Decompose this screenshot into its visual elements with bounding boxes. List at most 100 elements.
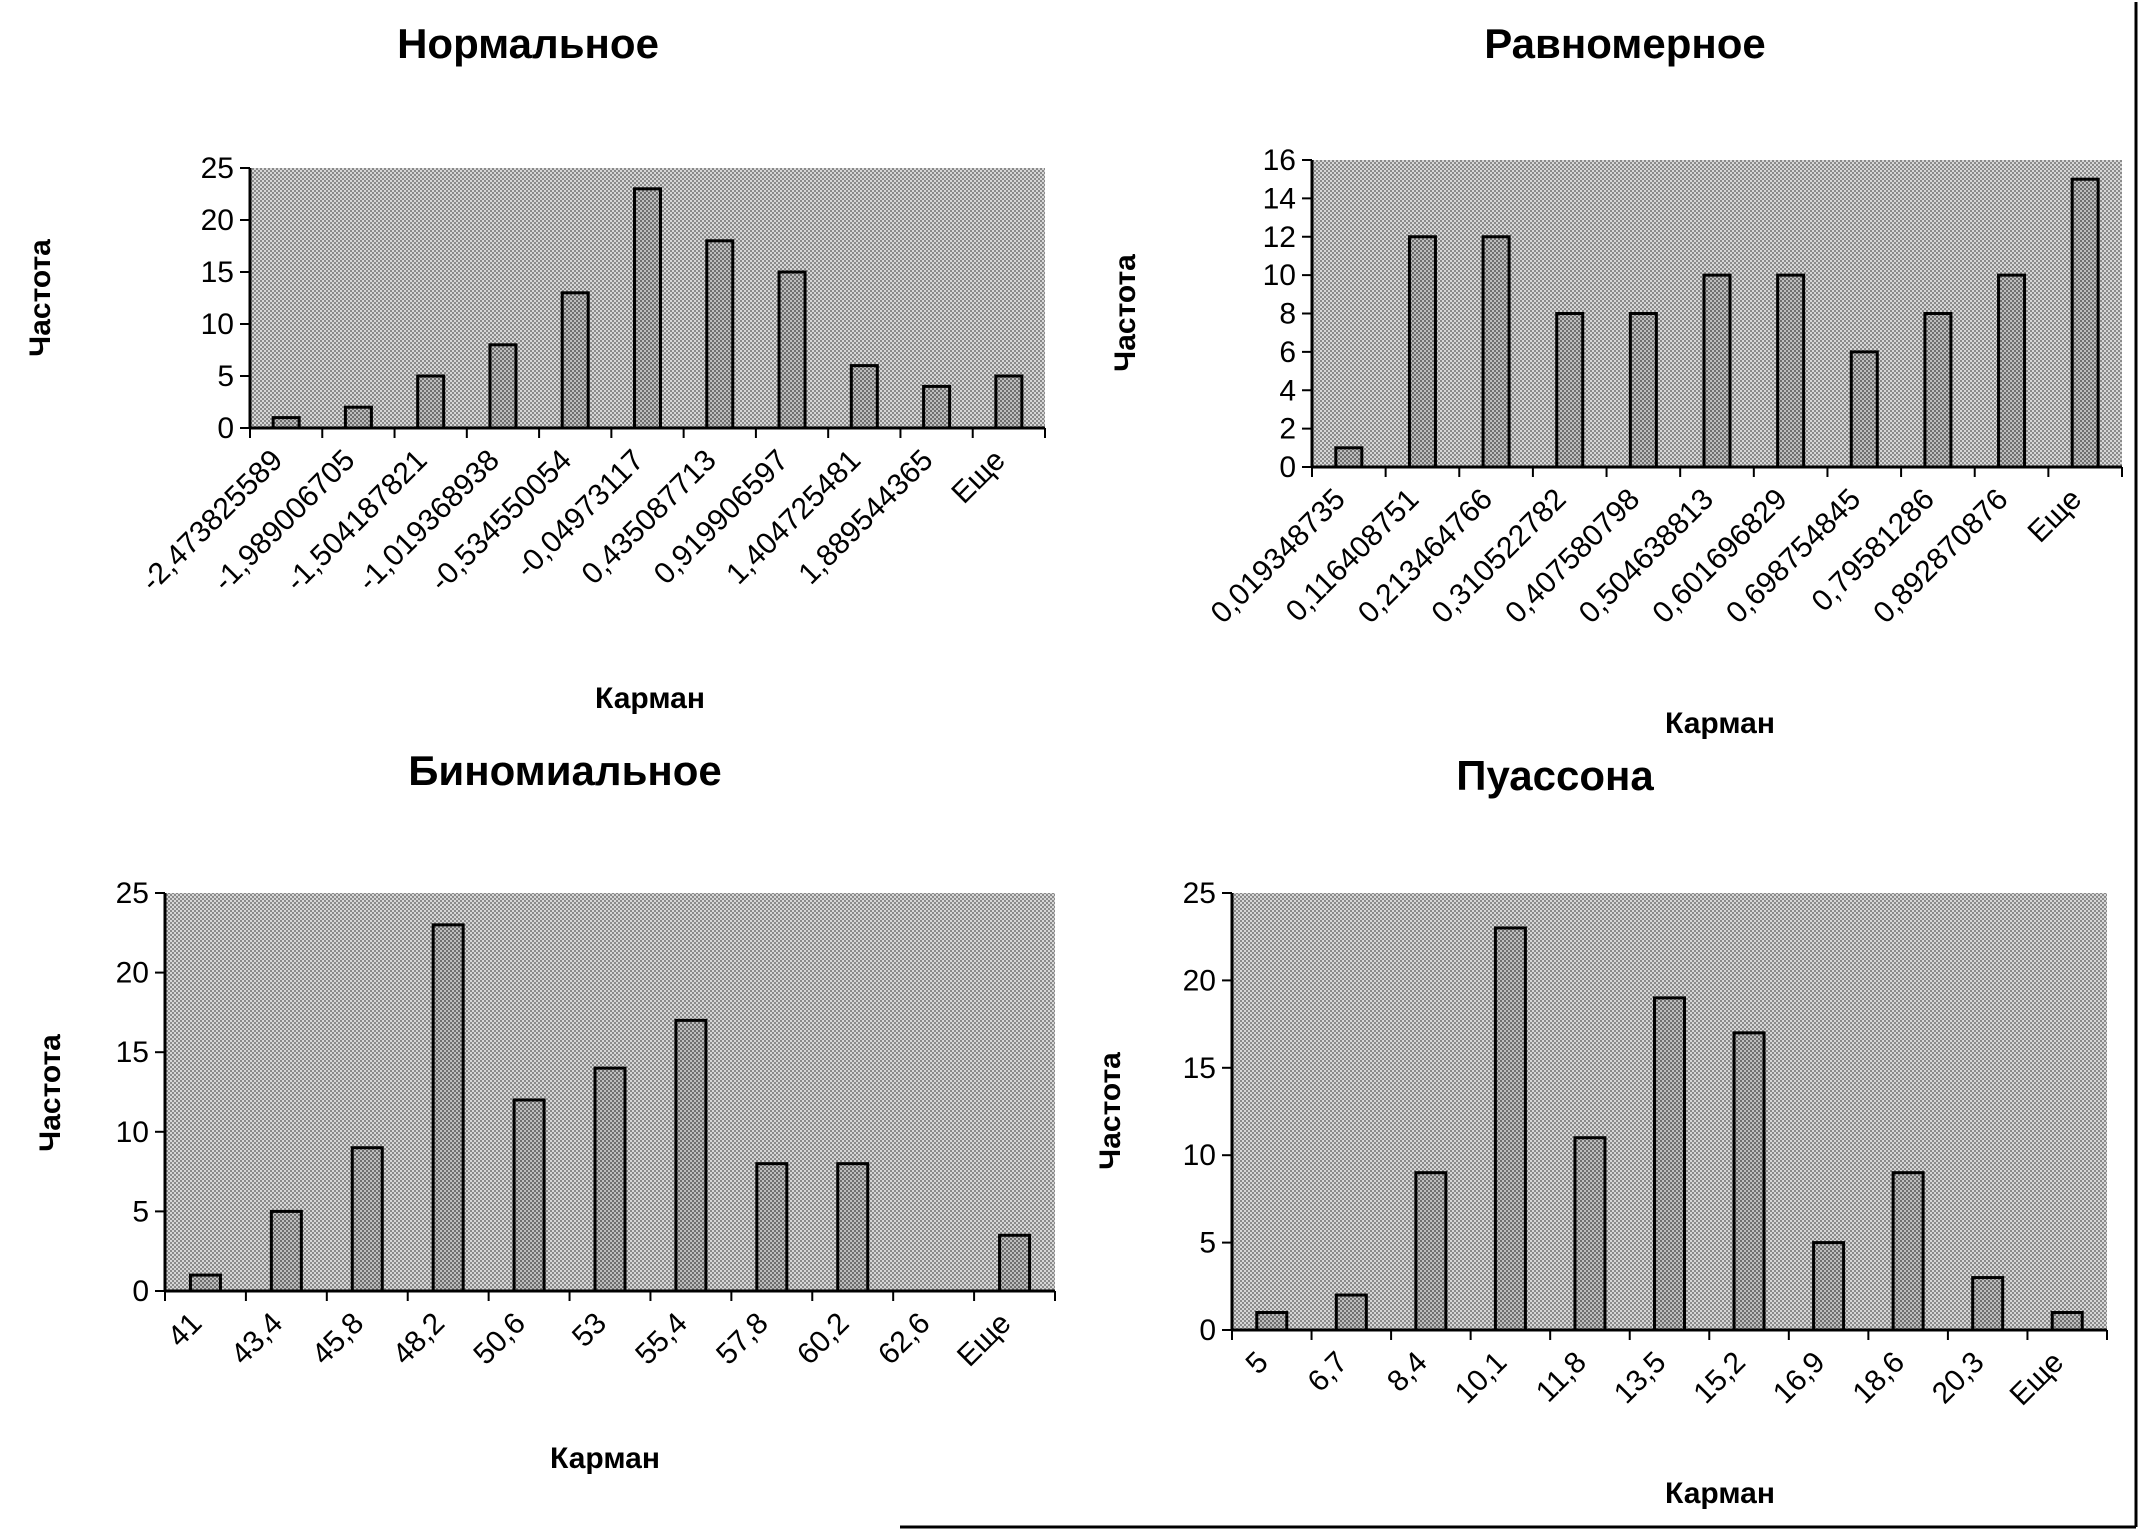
x-axis-label: Карман [595,682,705,715]
x-tick-label: 62,6 [872,1307,937,1372]
bar [416,374,446,430]
bar [343,405,373,430]
y-tick-label: 8 [1279,298,1296,331]
y-tick-label: 15 [201,256,234,289]
chart-title: Пуассона [1456,752,1654,799]
bar [1481,235,1511,469]
bar [2070,177,2100,469]
bar [1702,273,1732,469]
bar [994,374,1024,430]
chart-title: Биномиальное [408,747,722,794]
bar [1493,926,1527,1332]
y-tick-label: 10 [1183,1139,1216,1172]
y-tick-label: 16 [1263,144,1296,177]
bar [1653,996,1686,1332]
y-axis-label: Частота [1094,1052,1127,1170]
chart-1: Нормальное0510152025-2,473825589-1,98900… [24,20,1046,715]
y-tick-label: 10 [116,1116,149,1149]
y-tick-label: 5 [217,360,234,393]
bar [1555,312,1585,469]
y-axis-label: Частота [24,239,57,357]
bar [1414,1171,1448,1332]
bar [1255,1311,1289,1332]
bar [1923,312,1953,469]
y-tick-label: 4 [1279,374,1296,407]
bar [1407,235,1437,469]
x-tick-label: 55,4 [629,1307,694,1372]
y-tick-label: 25 [201,152,234,185]
y-tick-label: 20 [116,957,149,990]
x-tick-label: 13,5 [1608,1346,1673,1411]
x-tick-label: 45,8 [306,1307,371,1372]
bar [1573,1136,1607,1332]
bar [593,1066,627,1293]
bar [633,187,662,430]
x-tick-label: 15,2 [1687,1346,1752,1411]
x-tick-label: Еще [951,1307,1018,1374]
bar [560,291,590,430]
x-axis-label: Карман [550,1442,660,1475]
y-tick-label: 0 [132,1275,149,1308]
x-tick-label: 8,4 [1381,1346,1434,1399]
y-tick-label: 15 [116,1036,149,1069]
bar [836,1162,870,1293]
bar [1891,1171,1925,1332]
x-tick-label: 57,8 [710,1307,775,1372]
y-tick-label: 25 [1183,877,1216,910]
y-tick-label: 10 [1263,259,1296,292]
x-tick-label: 11,8 [1530,1346,1593,1409]
x-tick-label: Еще [2004,1346,2071,1413]
chart-2: Равномерное02468101214160,0193487350,116… [1109,20,2123,740]
bar [431,923,465,1293]
bar [512,1098,546,1293]
bar [1997,273,2027,469]
bar [849,364,879,430]
chart-title: Нормальное [397,20,659,67]
bar [1628,312,1658,469]
bar [1732,1031,1766,1332]
y-tick-label: 20 [201,204,234,237]
y-tick-label: 2 [1279,413,1296,446]
bar [1334,446,1364,469]
y-tick-label: 14 [1263,182,1296,215]
bar [777,270,807,430]
y-tick-label: 0 [217,412,234,445]
x-axis-label: Карман [1665,707,1775,740]
x-tick-label: 16,9 [1767,1346,1832,1411]
x-tick-label: 41 [161,1307,208,1354]
y-tick-label: 10 [201,308,234,341]
x-tick-label: Еще [945,444,1012,511]
bar [1971,1276,2005,1332]
y-axis-label: Частота [34,1034,67,1152]
y-tick-label: 0 [1199,1314,1216,1347]
bar [188,1273,222,1293]
chart-3: Биномиальное 0 5 10 15 20 25 41 43,4 45,8 48,2 50,6… [34,747,1056,1475]
x-tick-label: 43,4 [225,1307,290,1372]
bar [269,1209,303,1293]
x-tick-label: 6,7 [1301,1346,1354,1399]
chart-title: Равномерное [1484,20,1766,67]
bar [2050,1311,2084,1332]
bar [922,384,952,430]
bar [1812,1241,1846,1332]
x-tick-label: 48,2 [387,1307,452,1372]
x-tick-label: 53 [566,1307,613,1354]
x-tick-label: 60,2 [791,1307,856,1372]
bar [271,416,301,430]
x-tick-label: 20,3 [1926,1346,1991,1411]
x-tick-label: Еще [2022,483,2089,550]
bar [1776,273,1806,469]
x-tick-label: 10,1 [1449,1346,1514,1411]
y-tick-label: 5 [1199,1227,1216,1260]
bar [488,343,518,430]
bar [1849,350,1879,469]
bar [755,1162,789,1293]
y-tick-label: 15 [1183,1052,1216,1085]
y-tick-label: 20 [1183,964,1216,997]
bar [705,239,735,430]
x-axis-label: Карман [1665,1477,1775,1510]
bar [998,1233,1032,1293]
bar [674,1018,708,1293]
